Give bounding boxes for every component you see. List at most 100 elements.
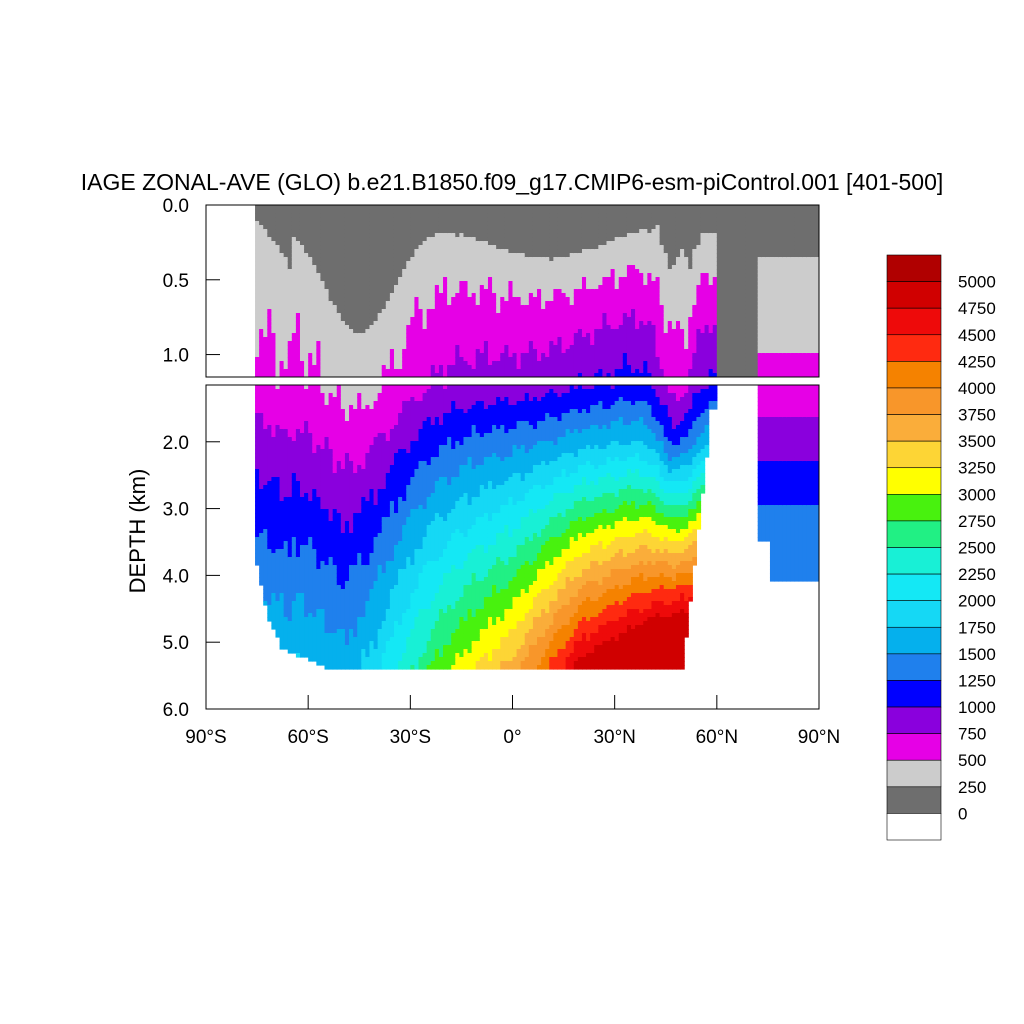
age-cell: [655, 321, 661, 326]
age-cell: [639, 281, 644, 286]
age-cell: [545, 341, 550, 346]
age-cell: [492, 329, 497, 334]
age-cell: [581, 357, 587, 362]
age-cell: [267, 213, 272, 218]
age-cell: [688, 249, 693, 254]
age-cell: [279, 221, 285, 226]
age-cell: [275, 341, 281, 346]
age-cell: [263, 337, 268, 342]
age-cell: [414, 341, 420, 346]
age-cell: [275, 297, 281, 302]
age-cell: [565, 277, 571, 282]
age-cell: [729, 217, 734, 222]
age-cell: [398, 301, 403, 306]
age-cell: [708, 269, 714, 274]
age-cell: [541, 337, 546, 342]
age-cell: [720, 273, 726, 278]
age-cell: [626, 241, 632, 246]
age-cell: [557, 229, 563, 234]
age-cell: [443, 297, 448, 302]
age-cell: [557, 357, 563, 362]
age-cell: [414, 281, 420, 286]
age-cell: [496, 205, 501, 210]
age-cell: [393, 241, 399, 246]
age-cell: [299, 329, 305, 334]
age-cell: [655, 225, 661, 230]
age-cell: [308, 301, 313, 306]
age-cell: [700, 289, 706, 294]
age-cell: [492, 365, 497, 370]
age-cell: [287, 221, 293, 226]
age-cell: [467, 249, 473, 254]
age-cell: [602, 309, 608, 314]
age-cell: [696, 229, 702, 234]
age-cell: [434, 313, 440, 318]
age-cell: [316, 265, 322, 270]
age-cell: [255, 285, 260, 290]
age-cell: [692, 249, 697, 254]
age-cell: [590, 369, 595, 374]
age-cell: [537, 369, 542, 374]
age-cell: [324, 273, 330, 278]
age-cell: [410, 305, 416, 310]
age-cell: [655, 241, 661, 246]
age-cell: [279, 209, 285, 214]
age-cell: [561, 241, 567, 246]
age-cell: [393, 365, 399, 370]
age-cell: [532, 237, 538, 242]
age-cell: [708, 273, 714, 278]
age-cell: [267, 349, 272, 354]
age-cell: [647, 297, 653, 302]
age-cell: [496, 257, 501, 262]
age-cell: [328, 325, 334, 330]
age-cell: [377, 297, 383, 302]
age-cell: [283, 301, 289, 306]
age-cell: [438, 317, 444, 322]
age-cell: [467, 317, 473, 322]
age-cell: [340, 301, 346, 306]
age-cell: [692, 257, 697, 262]
age-cell: [320, 225, 326, 230]
age-cell: [631, 225, 636, 230]
age-cell: [389, 333, 395, 338]
age-cell: [385, 369, 391, 374]
age-cell: [263, 257, 268, 262]
age-cell: [283, 325, 289, 330]
age-cell: [479, 245, 485, 250]
age-cell: [320, 317, 326, 322]
age-cell: [279, 277, 285, 282]
age-cell: [569, 289, 575, 294]
age-cell: [291, 277, 297, 282]
age-cell: [557, 213, 563, 218]
age-cell: [271, 253, 277, 258]
age-cell: [471, 305, 477, 310]
age-cell: [414, 369, 420, 374]
age-cell: [622, 369, 628, 374]
age-cell: [590, 333, 595, 338]
age-cell: [467, 213, 473, 218]
age-cell: [349, 293, 354, 298]
age-cell: [447, 357, 452, 362]
age-cell: [614, 289, 620, 294]
age-cell: [295, 265, 301, 270]
age-cell: [316, 217, 322, 222]
age-cell: [283, 213, 289, 218]
age-cell: [626, 265, 632, 270]
age-cell: [295, 321, 301, 326]
age-cell: [708, 237, 714, 242]
age-cell: [684, 341, 689, 346]
age-cell: [377, 357, 383, 362]
age-cell: [414, 277, 420, 282]
age-cell: [614, 313, 620, 318]
age-cell: [577, 281, 583, 286]
age-cell: [508, 225, 514, 230]
age-cell: [639, 345, 644, 350]
age-cell: [635, 357, 640, 362]
age-cell: [671, 213, 677, 218]
age-cell: [573, 365, 579, 370]
age-cell: [328, 285, 334, 290]
age-cell: [614, 229, 620, 234]
age-cell: [287, 225, 293, 230]
age-cell: [606, 293, 612, 298]
age-cell: [398, 249, 403, 254]
